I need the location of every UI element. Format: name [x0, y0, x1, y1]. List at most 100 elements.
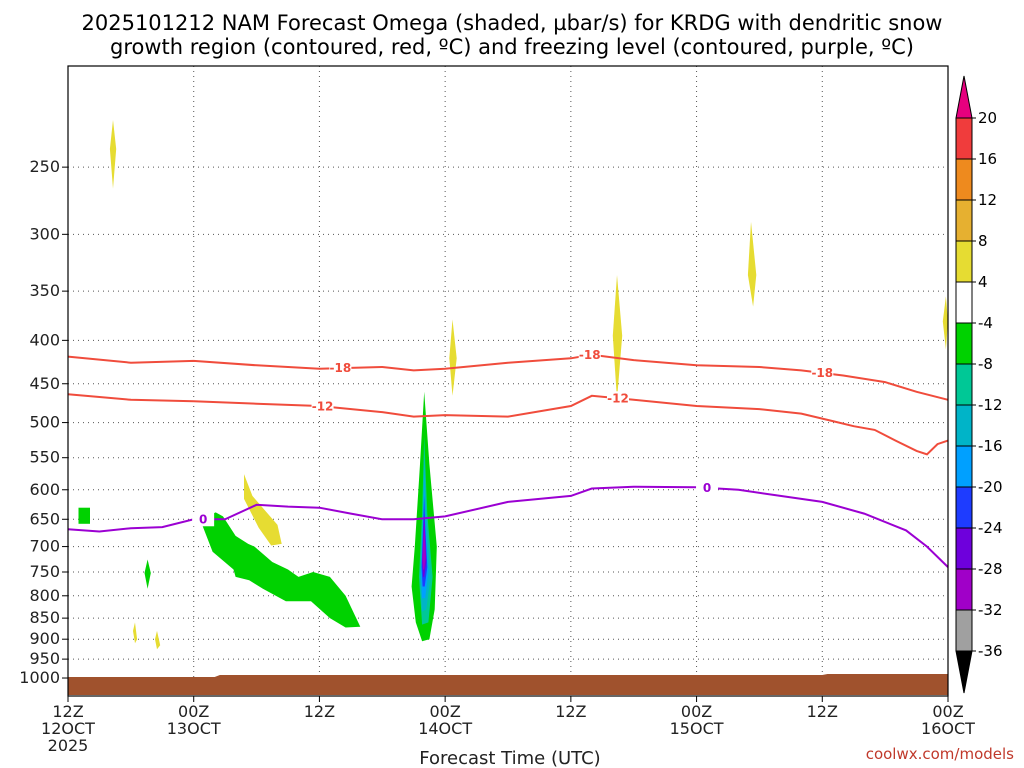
- colorbar-label: -24: [978, 519, 1003, 537]
- contour-label-bg: [607, 391, 629, 406]
- contour-label-bg: [578, 348, 601, 363]
- surface-band: [68, 674, 948, 695]
- colorbar-bin: [955, 322, 973, 365]
- colorbar-bin: [955, 363, 973, 406]
- colorbar: 20 16 12 8 4 -4 -8 -12 -16 -20 -24 -28 -32 -36: [955, 75, 1003, 694]
- y-tick-label: 750: [29, 562, 60, 581]
- colorbar-label: 16: [978, 150, 997, 168]
- surface-terrain: [68, 674, 948, 695]
- y-tick-label: 600: [29, 480, 60, 499]
- contour-label-bg: [811, 365, 834, 380]
- omega-region: [200, 512, 361, 628]
- colorbar-label: -28: [978, 560, 1003, 578]
- colorbar-label: 20: [978, 109, 997, 127]
- y-tick-label: 550: [29, 448, 60, 467]
- x-tick-label: 00Z: [178, 702, 209, 721]
- grid-lines: [68, 66, 948, 696]
- colorbar-bin: [955, 568, 973, 611]
- omega-region: [942, 296, 948, 350]
- colorbar-label: -12: [978, 396, 1003, 414]
- contour-label: -18: [330, 361, 352, 375]
- omega-region: [747, 221, 757, 307]
- y-tick-label: 250: [29, 157, 60, 176]
- y-tick-label: 800: [29, 586, 60, 605]
- colorbar-bin: [955, 486, 973, 529]
- y-tick-label: 950: [29, 649, 60, 668]
- chart-title-line2: growth region (contoured, red, ºC) and f…: [110, 35, 914, 59]
- x-tick-label: 12OCT: [41, 719, 95, 738]
- colorbar-bin: [955, 117, 973, 160]
- x-tick-label: 16OCT: [921, 719, 975, 738]
- y-tick-label: 1000: [19, 668, 60, 687]
- colorbar-bin: [955, 609, 973, 652]
- colorbar-bin: [955, 281, 973, 324]
- y-tick-label: 400: [29, 330, 60, 349]
- colorbar-bin: [955, 240, 973, 283]
- omega-region: [612, 275, 623, 400]
- chart-title-line1: 2025101212 NAM Forecast Omega (shaded, µ…: [82, 11, 943, 35]
- colorbar-bin: [955, 199, 973, 242]
- colorbar-label: -20: [978, 478, 1003, 496]
- y-tick-label: 700: [29, 537, 60, 556]
- omega-region: [155, 630, 161, 650]
- contour-label: 0: [703, 481, 711, 495]
- x-tick-label: 15OCT: [670, 719, 724, 738]
- colorbar-label: -32: [978, 601, 1003, 619]
- contour-label-bg: [329, 361, 352, 376]
- x-tick-label: 13OCT: [167, 719, 221, 738]
- contour-minus12: [67, 393, 949, 456]
- omega-region: [449, 319, 457, 396]
- omega-region: [109, 120, 117, 189]
- x-tick-label: 12Z: [555, 702, 586, 721]
- x-tick-label: 2025: [48, 736, 89, 755]
- omega-region: [422, 522, 426, 570]
- colorbar-label: 4: [978, 273, 988, 291]
- y-axis-ticks: 250 300 350 400 450 500 550 600 650 700 750 800 850 9…: [19, 157, 68, 687]
- y-tick-label: 650: [29, 509, 60, 528]
- colorbar-bin: [955, 527, 973, 570]
- y-tick-label: 850: [29, 608, 60, 627]
- credit-text: coolwx.com/models: [866, 745, 1014, 763]
- x-tick-label: 00Z: [429, 702, 460, 721]
- x-tick-label: 12Z: [304, 702, 335, 721]
- plot-area: -18 -18 -18 -12 -12 0 0: [67, 66, 949, 696]
- x-tick-label: 12Z: [52, 702, 83, 721]
- omega-region: [244, 474, 282, 546]
- contour-label-bg: [311, 399, 334, 414]
- x-tick-label: 14OCT: [418, 719, 472, 738]
- contour-label: -12: [312, 399, 334, 413]
- colorbar-bin: [955, 158, 973, 201]
- contour-label-bg: [192, 512, 215, 527]
- contour-label-bg: [696, 480, 719, 495]
- colorbar-label: -16: [978, 437, 1003, 455]
- colorbar-bin: [955, 445, 973, 488]
- colorbar-under-arrow: [955, 650, 973, 694]
- contour-label: -18: [579, 348, 601, 362]
- y-tick-label: 900: [29, 629, 60, 648]
- colorbar-label: 8: [978, 232, 988, 250]
- colorbar-label: -36: [978, 642, 1003, 660]
- y-tick-label: 500: [29, 413, 60, 432]
- contour-label: -18: [811, 366, 833, 380]
- colorbar-bin: [955, 404, 973, 447]
- y-tick-label: 300: [29, 224, 60, 243]
- temperature-contours: -18 -18 -18 -12 -12 0 0: [67, 348, 949, 568]
- y-tick-label: 450: [29, 374, 60, 393]
- omega-shading: [78, 120, 948, 650]
- colorbar-label: -8: [978, 355, 993, 373]
- x-tick-label: 12Z: [807, 702, 838, 721]
- contour-label: -12: [607, 391, 629, 405]
- x-axis-label: Forecast Time (UTC): [419, 748, 600, 768]
- colorbar-over-arrow: [955, 75, 973, 119]
- omega-region: [78, 507, 90, 524]
- contour-minus18: [67, 353, 949, 401]
- y-tick-label: 350: [29, 281, 60, 300]
- contour-label: 0: [199, 512, 207, 526]
- colorbar-label: 12: [978, 191, 997, 209]
- contour-zero: [67, 485, 949, 568]
- colorbar-label: -4: [978, 314, 993, 332]
- plot-frame: [67, 65, 949, 697]
- omega-region: [133, 622, 138, 644]
